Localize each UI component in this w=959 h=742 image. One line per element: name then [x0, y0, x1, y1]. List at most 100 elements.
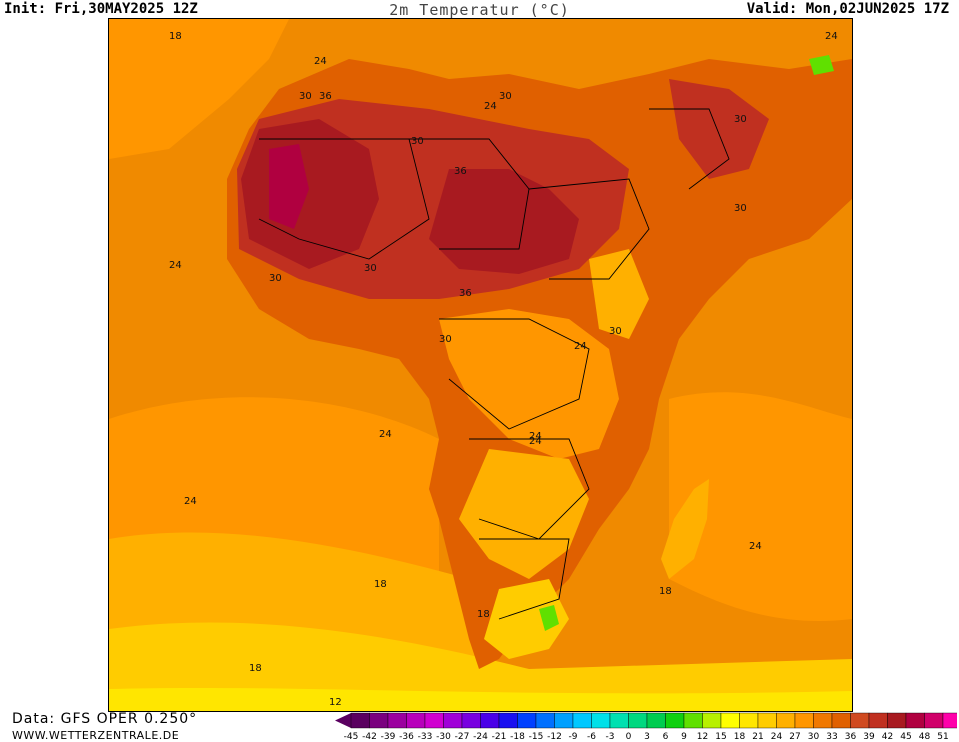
colorbar-swatch — [572, 712, 592, 729]
sahara-central-very-hot — [429, 169, 579, 274]
contour-label: 36 — [319, 91, 332, 102]
colorbar-tick-label: -39 — [381, 732, 396, 741]
colorbar-tick-label: 12 — [697, 732, 708, 741]
southern-africa-warm — [459, 449, 589, 579]
ethiopia-highland — [589, 249, 649, 339]
ocean-coldest — [109, 687, 852, 711]
contour-label: 18 — [169, 31, 182, 42]
colorbar-tick-label: 48 — [919, 732, 931, 741]
colorbar-swatch — [868, 712, 888, 729]
colorbar-tick-label: -15 — [529, 732, 544, 741]
colorbar-swatch — [350, 712, 370, 729]
colorbar-tick-label: 21 — [752, 732, 763, 741]
colorbar-swatch — [628, 712, 648, 729]
colorbar-swatch — [757, 712, 777, 729]
colorbar-tick-label: -33 — [418, 732, 433, 741]
contour-label: 24 — [379, 429, 392, 440]
colorbar-swatch — [591, 712, 611, 729]
website: WWW.WETTERZENTRALE.DE — [12, 729, 180, 742]
colorbar-swatch — [406, 712, 426, 729]
borders — [258, 108, 730, 620]
colorbar-swatch — [424, 712, 444, 729]
arabia-hot — [669, 79, 769, 179]
contour-label: 24 — [749, 541, 762, 552]
south-africa-cool — [484, 579, 569, 659]
colorbar-tick-label: 15 — [715, 732, 726, 741]
colorbar-swatch — [794, 712, 814, 729]
lesotho-cold-spot — [539, 605, 559, 631]
colorbar-tick-label: 27 — [789, 732, 800, 741]
colorbar-swatch — [609, 712, 629, 729]
colorbar-swatch — [776, 712, 796, 729]
colorbar-tick-label: -9 — [569, 732, 578, 741]
colorbar-swatch — [480, 712, 500, 729]
colorbar-tick-label: 45 — [900, 732, 911, 741]
colorbar-tick-label: -45 — [344, 732, 359, 741]
colorbar-swatch — [720, 712, 740, 729]
contour-label: 18 — [374, 579, 387, 590]
ocean-indian — [669, 392, 852, 621]
contour-label: 24 — [314, 56, 327, 67]
colorbar-tick-label: -12 — [547, 732, 562, 741]
colorbar-tick-label: 9 — [681, 732, 687, 741]
colorbar-swatch — [739, 712, 759, 729]
valid-time: Valid: Mon,02JUN2025 17Z — [746, 1, 949, 17]
colorbar-swatch — [443, 712, 463, 729]
colorbar-tick-label: -21 — [492, 732, 507, 741]
colorbar-swatch — [702, 712, 722, 729]
contour-label: 12 — [329, 697, 342, 708]
contour-label: 30 — [609, 326, 622, 337]
colorbar-swatch — [665, 712, 685, 729]
colorbar-swatch — [554, 712, 574, 729]
colorbar-tick-label: -36 — [399, 732, 414, 741]
colorbar-tick-label: -6 — [587, 732, 596, 741]
colorbar-tick-label: 42 — [882, 732, 893, 741]
contour-label: 30 — [411, 136, 424, 147]
map-title: 2m Temperatur (°C) — [389, 1, 570, 19]
colorbar-tick-label: -27 — [455, 732, 470, 741]
init-time: Init: Fri,30MAY2025 12Z — [4, 1, 198, 17]
colorbar-tick-label: -30 — [436, 732, 451, 741]
colorbar-swatch — [683, 712, 703, 729]
contour-label: 18 — [249, 663, 262, 674]
contour-label: 30 — [269, 273, 282, 284]
contour-label: 24 — [169, 260, 182, 271]
contour-label: 24 — [529, 431, 542, 442]
data-source: Data: GFS OPER 0.250° — [12, 711, 198, 727]
colorbar: -45 -42 -39 -36 -33 -30 -27 -24 -21 -18 -15 -12 -9 -6… — [335, 712, 957, 741]
contour-label: 18 — [477, 609, 490, 620]
extreme-heat-core — [269, 144, 309, 229]
colorbar-swatch — [535, 712, 555, 729]
contour-label: 36 — [454, 166, 467, 177]
contour-label: 24 — [184, 496, 197, 507]
contour-label: 30 — [734, 114, 747, 125]
colorbar-swatch — [646, 712, 666, 729]
colorbar-tick-label: 6 — [663, 732, 669, 741]
colorbar-swatch — [369, 712, 389, 729]
contour-label: 30 — [499, 91, 512, 102]
contour-label: 30 — [439, 334, 452, 345]
colorbar-swatch — [942, 712, 957, 729]
colorbar-min-arrow — [335, 713, 351, 728]
colorbar-tick-label: 33 — [826, 732, 837, 741]
colorbar-tick-label: -42 — [362, 732, 377, 741]
colorbar-tick-label: 3 — [644, 732, 650, 741]
colorbar-tick-label: 0 — [626, 732, 632, 741]
colorbar-tick-label: -24 — [473, 732, 488, 741]
contour-label: 30 — [734, 203, 747, 214]
contour-label: 24 — [825, 31, 838, 42]
colorbar-swatch — [887, 712, 907, 729]
colorbar-swatch — [924, 712, 944, 729]
contour-label: 24 — [529, 436, 542, 447]
colorbar-swatch — [813, 712, 833, 729]
colorbar-swatch — [831, 712, 851, 729]
colorbar-swatch — [850, 712, 870, 729]
colorbar-swatch — [461, 712, 481, 729]
contour-label: 18 — [659, 586, 672, 597]
colorbar-tick-label: 39 — [863, 732, 875, 741]
colorbar-tick-label: -18 — [510, 732, 525, 741]
colorbar-tick-label: 30 — [808, 732, 820, 741]
colorbar-swatch — [498, 712, 518, 729]
